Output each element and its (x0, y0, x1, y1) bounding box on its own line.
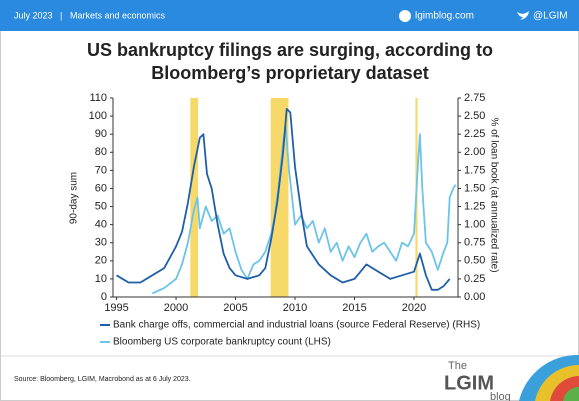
logo-name: LGIM (444, 372, 494, 394)
x-tick-label: 2005 (223, 302, 247, 314)
y2-tick-label: 0.75 (464, 237, 485, 249)
y2-tick-label: 1.75 (464, 164, 485, 176)
y2-tick-label: 0.50 (464, 255, 485, 267)
y-tick-label: 0 (101, 291, 107, 303)
y2-tick-label: 2.25 (464, 128, 485, 140)
header-separator: | (60, 10, 62, 20)
y2-tick-label: 0.25 (464, 273, 485, 285)
y-tick-label: 90 (95, 128, 107, 140)
y-tick-label: 20 (95, 255, 107, 267)
x-tick-label: 2020 (402, 302, 426, 314)
y2-tick-label: 2.75 (464, 92, 485, 104)
y2-tick-label: 1.25 (464, 200, 485, 212)
header-bar (0, 0, 579, 31)
y-tick-label: 60 (95, 182, 107, 194)
source-note: Source: Bloomberg, LGIM, Macrobond as at… (14, 376, 191, 383)
series-line (151, 124, 457, 295)
recession-band (190, 98, 199, 297)
series-line (116, 108, 451, 291)
chart-title: Bloomberg’s proprietary dataset (151, 63, 428, 83)
y-tick-label: 70 (95, 164, 107, 176)
y2-tick-label: 2.00 (464, 146, 485, 158)
plot (116, 98, 457, 297)
header-section: Markets and economics (70, 10, 166, 20)
header-site[interactable]: lgimblog.com (415, 11, 474, 22)
y-tick-label: 10 (95, 273, 107, 285)
y2-tick-label: 1.00 (464, 219, 485, 231)
y2-axis-label: % of loan book (at annualized rate) (488, 117, 499, 272)
header-handle[interactable]: @LGIM (533, 11, 568, 22)
y-tick-label: 100 (89, 110, 107, 122)
site-icon (399, 10, 411, 22)
logo-the: The (448, 360, 467, 372)
y-tick-label: 50 (95, 200, 107, 212)
logo-umbrella (563, 386, 579, 401)
chart-title: US bankruptcy filings are surging, accor… (87, 40, 493, 60)
logo-blog: blog (490, 391, 511, 401)
x-tick-label: 2010 (283, 302, 307, 314)
header-date: July 2023 (14, 10, 53, 20)
y2-tick-label: 1.50 (464, 182, 485, 194)
twitter-icon (517, 11, 529, 20)
y2-tick-label: 2.50 (464, 110, 485, 122)
y-tick-label: 110 (89, 92, 107, 104)
y-tick-label: 40 (95, 219, 107, 231)
x-tick-label: 1995 (104, 302, 128, 314)
legend-label: Bank charge offs, commercial and industr… (113, 320, 480, 331)
y-tick-label: 30 (95, 237, 107, 249)
y-tick-label: 80 (95, 146, 107, 158)
y-axis-label: 90-day sum (69, 172, 80, 224)
x-tick-label: 2015 (342, 302, 366, 314)
y2-tick-label: 0.00 (464, 291, 485, 303)
x-tick-label: 2000 (164, 302, 188, 314)
legend-label: Bloomberg US corporate bankruptcy count … (113, 337, 331, 348)
